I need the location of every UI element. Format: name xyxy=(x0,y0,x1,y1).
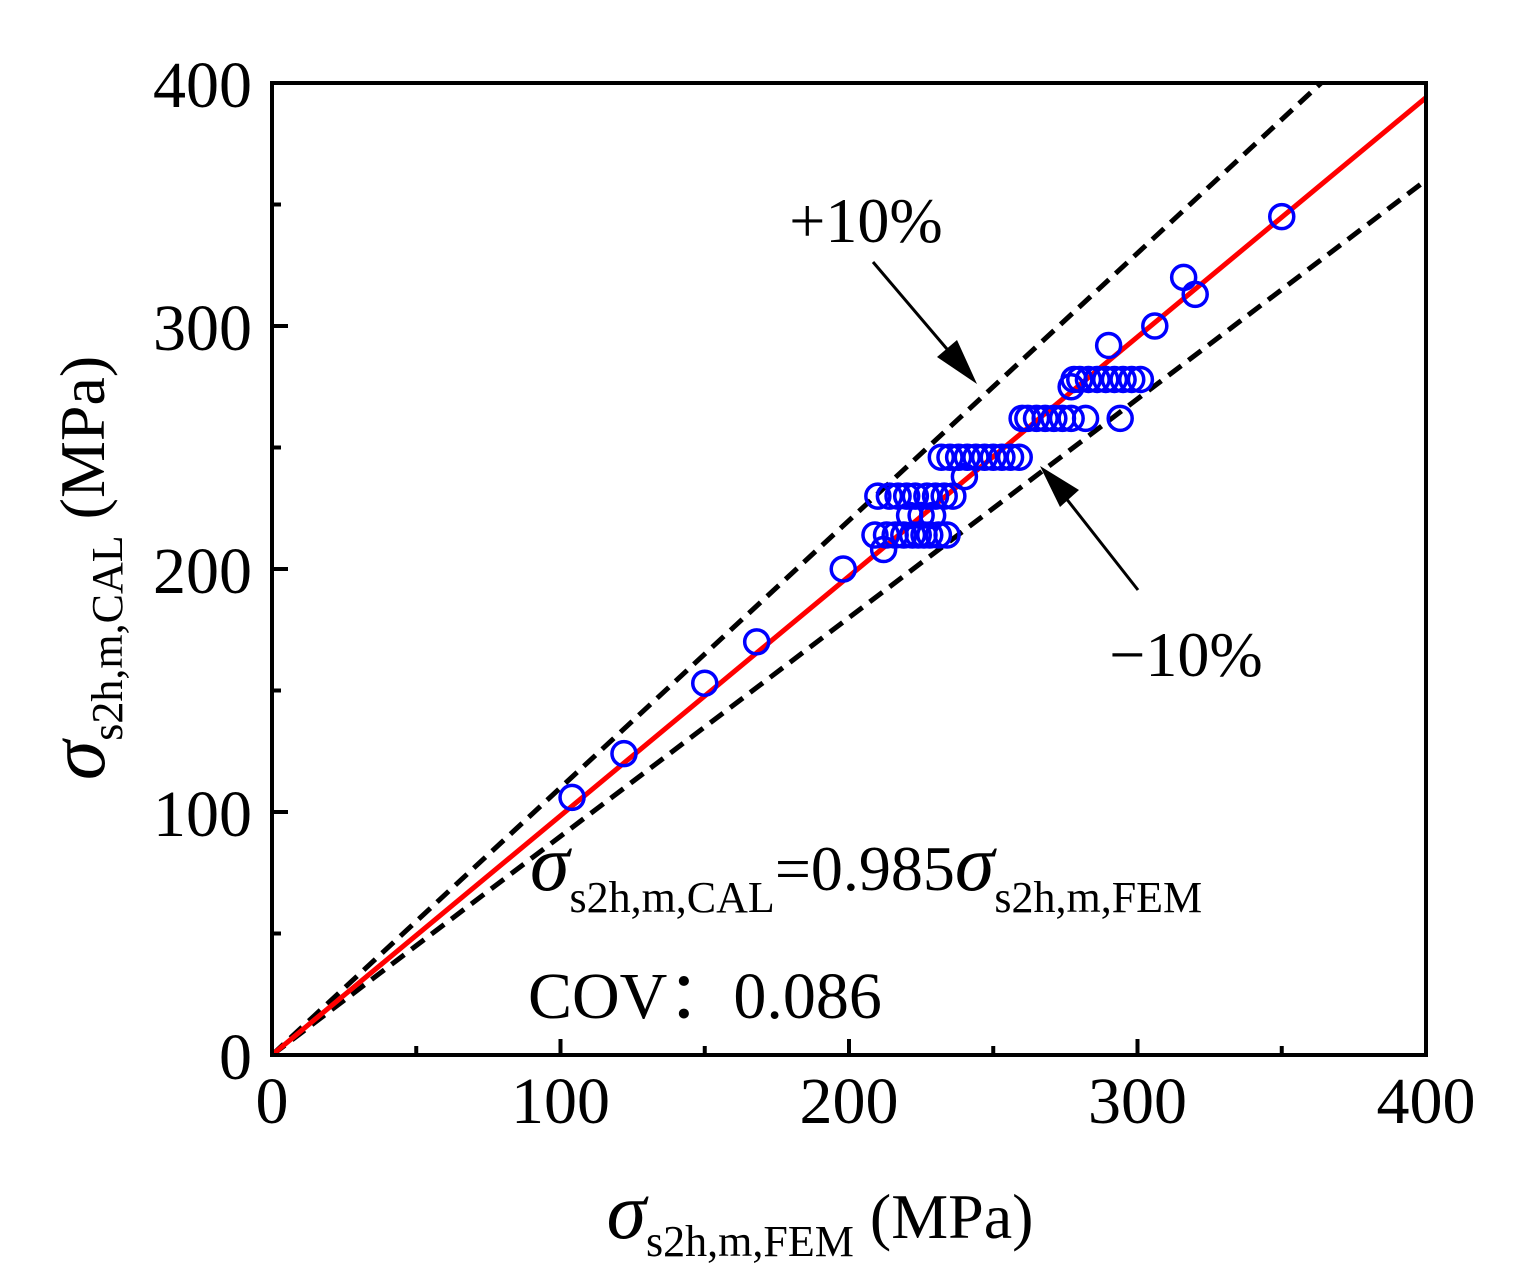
fit-equation: σs2h,m,CAL=0.985σs2h,m,FEM xyxy=(530,820,1202,922)
data-point xyxy=(1022,404,1051,433)
x-tick-label: 400 xyxy=(1377,1065,1476,1138)
data-point xyxy=(1100,365,1129,394)
data-point xyxy=(996,443,1025,471)
data-point xyxy=(1083,365,1111,394)
x-tick-label: 0 xyxy=(256,1065,289,1138)
data-point xyxy=(875,482,904,510)
bound-line-plus-10 xyxy=(272,83,1325,1055)
data-point xyxy=(1117,365,1146,394)
x-tick-label: 200 xyxy=(800,1065,899,1138)
data-point xyxy=(872,521,901,549)
x-axis-label: σs2h,m,FEM (MPa) xyxy=(607,1168,1034,1266)
data-point xyxy=(901,482,930,510)
minus-10-arrow xyxy=(1056,487,1140,591)
fit-line xyxy=(272,95,1426,1055)
data-point xyxy=(1066,365,1094,394)
data-point xyxy=(913,482,941,510)
data-point xyxy=(1094,331,1123,360)
data-point xyxy=(691,669,719,697)
data-point xyxy=(1074,365,1103,394)
y-tick-label: 100 xyxy=(153,778,252,851)
data-points xyxy=(558,202,1296,812)
plus-10-arrowhead xyxy=(937,340,977,384)
data-point xyxy=(970,443,999,471)
bounds-lines xyxy=(272,83,1426,1055)
data-point xyxy=(933,521,961,549)
data-point xyxy=(988,443,1016,471)
data-point xyxy=(1040,404,1068,433)
data-point xyxy=(864,482,892,510)
data-point xyxy=(861,521,889,549)
data-point xyxy=(742,628,771,656)
data-point xyxy=(610,739,638,768)
data-point xyxy=(936,443,964,471)
data-point xyxy=(1126,365,1155,394)
y-tick-label: 400 xyxy=(153,49,252,122)
bound-line-minus-10 xyxy=(272,178,1426,1055)
data-point xyxy=(1057,404,1085,433)
cov-label: COV：0.086 xyxy=(528,960,882,1033)
data-point xyxy=(1268,202,1296,231)
y-tick-label: 200 xyxy=(153,535,252,608)
data-point xyxy=(1169,263,1198,292)
data-point xyxy=(944,443,973,471)
minus-10-label: −10% xyxy=(1109,619,1262,690)
data-point xyxy=(962,443,990,471)
y-tick-label: 0 xyxy=(219,1021,252,1094)
data-point xyxy=(924,521,953,549)
data-point xyxy=(892,482,921,510)
data-point xyxy=(890,521,918,549)
tick-labels: 0 100 200 300 400 0 100 200 300 400 xyxy=(153,49,1476,1138)
data-point xyxy=(1141,312,1169,340)
data-point xyxy=(1106,404,1134,433)
data-point xyxy=(1031,404,1059,433)
data-point xyxy=(916,521,944,549)
plus-10-label: +10% xyxy=(789,185,942,256)
y-axis-label: σs2h,m,CAL (MPa) xyxy=(34,356,132,780)
data-point xyxy=(921,482,950,510)
data-point xyxy=(1181,280,1209,309)
fit-line-layer xyxy=(272,95,1426,1055)
data-point xyxy=(1071,404,1100,433)
minus-10-arrowhead xyxy=(1040,466,1079,507)
axis-ticks xyxy=(272,202,1284,1055)
x-tick-label: 100 xyxy=(511,1065,610,1138)
data-point xyxy=(1005,443,1033,471)
y-tick-label: 300 xyxy=(153,292,252,365)
data-point xyxy=(829,555,857,583)
data-point xyxy=(1109,365,1137,394)
data-point xyxy=(927,443,956,471)
data-point xyxy=(930,482,958,510)
data-point xyxy=(1014,404,1042,433)
data-point xyxy=(1092,365,1120,394)
plus-10-arrow xyxy=(871,261,960,363)
x-tick-label: 300 xyxy=(1088,1065,1187,1138)
data-point xyxy=(558,783,586,812)
data-point xyxy=(953,443,982,471)
data-point xyxy=(979,443,1007,471)
